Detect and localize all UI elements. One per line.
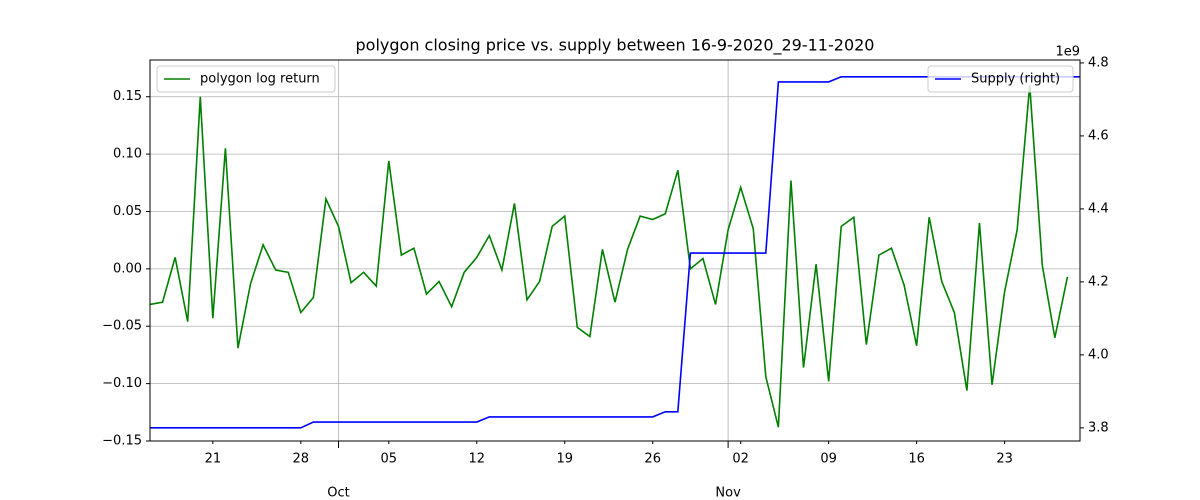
x-major-tick-label: Nov: [715, 486, 741, 500]
y2-tick-label: 3.8: [1088, 420, 1109, 435]
y-tick-label: 0.10: [113, 147, 142, 162]
y-tick-label: 0.15: [113, 89, 142, 104]
y2-tick-label: 4.8: [1088, 55, 1109, 70]
legend-box: [156, 65, 336, 93]
plot-frame: [149, 59, 1081, 442]
x-major-tick-label: Oct: [327, 486, 349, 500]
x-tick-label: 05: [381, 452, 398, 467]
y2-tick-label: 4.2: [1088, 274, 1109, 289]
x-tick-label: 02: [732, 452, 749, 467]
chart-title: polygon closing price vs. supply between…: [356, 36, 875, 56]
x-tick-label: 09: [820, 452, 837, 467]
legend-label: polygon log return: [200, 72, 320, 87]
y-tick-label: 0.00: [113, 261, 142, 276]
series-line: [150, 75, 1080, 429]
x-tick-label: 28: [293, 452, 310, 467]
y2-tick-label: 4.0: [1088, 347, 1109, 362]
legend-label: Supply (right): [971, 72, 1060, 87]
y-tick-label: −0.10: [102, 376, 142, 391]
legend-box: [927, 65, 1074, 93]
x-tick-label: 16: [908, 452, 925, 467]
x-tick-label: 23: [996, 452, 1013, 467]
series-line: [149, 85, 1069, 428]
x-tick-label: 21: [205, 452, 222, 467]
x-tick-label: 26: [644, 452, 661, 467]
y2-tick-label: 4.6: [1088, 128, 1109, 143]
x-tick-label: 12: [468, 452, 485, 467]
y-tick-label: −0.05: [102, 319, 142, 334]
y2-offset-label: 1e9: [1055, 45, 1080, 60]
x-tick-label: 19: [556, 452, 573, 467]
y-tick-label: −0.15: [102, 434, 142, 449]
y2-tick-label: 4.4: [1088, 201, 1109, 216]
y-tick-label: 0.05: [113, 204, 142, 219]
